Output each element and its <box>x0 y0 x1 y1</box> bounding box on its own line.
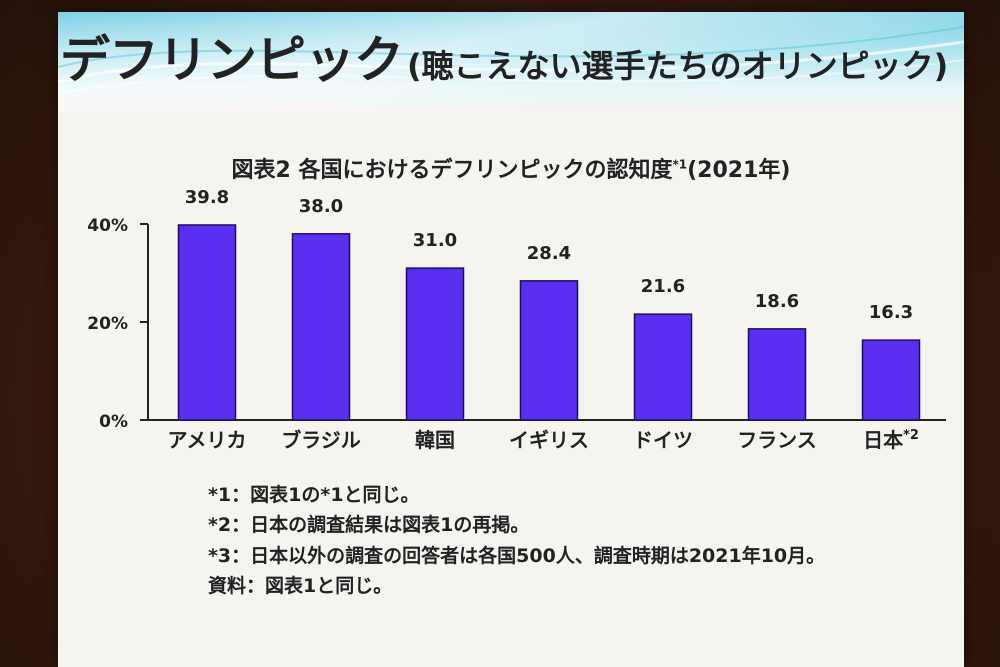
bar-3 <box>405 267 465 421</box>
chart-title-text: 図表2 各国におけるデフリンピックの認知度 <box>231 158 673 183</box>
y-tick-label: 20% <box>87 314 128 334</box>
data-label: 38.0 <box>299 196 343 217</box>
category-label: アメリカ <box>168 428 247 452</box>
category-label-text: 韓国 <box>415 428 455 452</box>
slide-title-main: デフリンピック <box>60 31 404 89</box>
footnote-1: *1：図表1の*1と同じ。 <box>208 484 420 506</box>
data-label: 18.6 <box>755 291 799 312</box>
data-label: 16.3 <box>869 302 913 323</box>
category-label: 日本*2 <box>863 428 919 452</box>
bar-7 <box>861 339 921 421</box>
category-label: ドイツ <box>633 428 693 452</box>
category-label-text: ドイツ <box>633 428 693 452</box>
category-label: イギリス <box>509 428 589 452</box>
data-label: 28.4 <box>527 243 571 264</box>
data-label: 31.0 <box>413 230 457 251</box>
slide-title: デフリンピック (聴こえない選手たちのオリンピック) <box>60 20 948 92</box>
category-label: フランス <box>737 428 817 452</box>
category-label-text: イギリス <box>509 428 589 452</box>
footnote-3: *3：日本以外の調査の回答者は各国500人、調査時期は2021年10月。 <box>208 545 826 567</box>
category-label-text: フランス <box>737 428 817 452</box>
bar-5 <box>633 313 693 421</box>
chart-title-suffix: (2021年) <box>687 158 791 183</box>
category-label-sup: *2 <box>903 428 919 443</box>
wave-decoration <box>58 26 964 95</box>
bar-4 <box>519 280 579 421</box>
chart-title: 図表2 各国におけるデフリンピックの認知度*1(2021年) <box>58 152 964 184</box>
category-label: ブラジル <box>281 428 361 452</box>
bar-1 <box>177 224 237 421</box>
data-label: 39.8 <box>185 187 229 208</box>
y-tick-label: 40% <box>87 216 128 236</box>
chart-title-sup: *1 <box>672 157 688 172</box>
category-label-text: 日本 <box>863 428 903 452</box>
bar-2 <box>291 233 351 421</box>
category-label-text: アメリカ <box>168 428 247 452</box>
bar-6 <box>747 328 807 421</box>
category-label: 韓国 <box>415 428 455 452</box>
presentation-slide: デフリンピック (聴こえない選手たちのオリンピック) 図表2 各国におけるデフリン… <box>58 12 964 667</box>
slide-title-sub: (聴こえない選手たちのオリンピック) <box>407 47 949 85</box>
footnote-2: *2：日本の調査結果は図表1の再掲。 <box>208 514 530 536</box>
data-label: 21.6 <box>641 276 685 297</box>
y-tick-label: 0% <box>99 412 128 432</box>
title-banner <box>58 12 964 112</box>
source-note: 資料：図表1と同じ。 <box>208 575 393 597</box>
bar-chart: 0% 20% 40% 39.8 アメリカ 38.0 ブラジル 31.0 韓国 28.4 イギリス 21… <box>87 187 946 452</box>
category-label-text: ブラジル <box>281 428 361 452</box>
